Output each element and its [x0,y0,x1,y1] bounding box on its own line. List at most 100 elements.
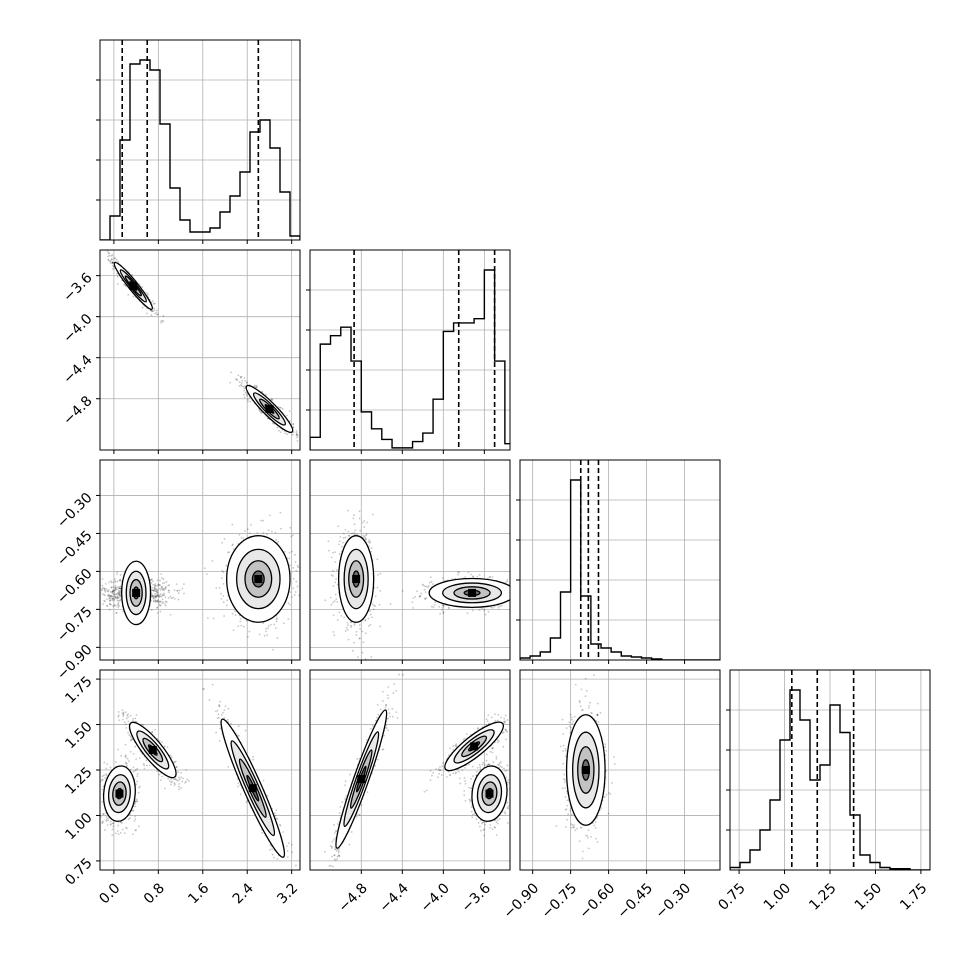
scatter-point [239,620,242,623]
scatter-point [368,625,370,627]
scatter-point [357,656,359,659]
scatter-point [156,595,159,597]
scatter-point [116,571,119,573]
scatter-point [370,547,373,550]
scatter-point [131,273,134,276]
scatter-point [106,250,109,253]
scatter-point [154,592,157,595]
scatter-point [134,829,137,832]
scatter-point [290,596,293,599]
scatter-point [110,580,112,583]
scatter-point [108,597,111,600]
scatter-point [111,258,113,260]
scatter-point [106,598,109,601]
scatter-point [106,594,109,597]
scatter-point [127,293,130,296]
scatter-point [284,432,286,435]
scatter-point [427,584,430,587]
scatter-point [153,585,156,588]
scatter-point [466,612,469,615]
scatter-point [283,550,286,553]
scatter-point [116,573,118,575]
scatter-point [272,648,274,651]
scatter-point [161,602,164,605]
scatter-point [151,310,153,312]
scatter-point [134,800,137,803]
scatter-point [114,257,117,260]
scatter-point [376,586,379,589]
scatter-point [515,595,517,597]
scatter-point [150,314,153,316]
scatter-point [369,613,372,616]
scatter-point [150,578,153,581]
scatter-point [158,596,161,598]
scatter-point [110,594,112,597]
scatter-point [423,585,426,587]
scatter-point [155,311,158,314]
scatter-point [112,597,114,600]
scatter-point [220,592,222,595]
scatter-point [240,384,242,386]
scatter-point [147,293,149,296]
scatter-point [103,593,105,596]
scatter-point [425,585,428,588]
panel-2-1 [309,459,519,664]
scatter-point [497,606,500,609]
scatter-point [318,528,320,530]
scatter-point [368,539,371,542]
scatter-point [457,571,459,573]
scatter-point [162,578,165,581]
scatter-point [296,564,299,567]
scatter-point [343,616,345,619]
scatter-point [95,591,97,593]
scatter-point [111,261,114,264]
scatter-point [164,600,167,603]
scatter-point [114,580,117,583]
scatter-point [111,262,114,264]
scatter-point [173,589,176,592]
scatter-point [287,602,290,604]
scatter-point [114,593,117,596]
scatter-point [212,617,215,620]
scatter-point [110,254,113,257]
scatter-point [350,532,353,535]
scatter-point [118,579,121,582]
scatter-point [118,587,121,590]
scatter-point [240,624,243,627]
scatter-point [420,592,423,595]
scatter-point [155,600,158,602]
scatter-point [167,597,170,599]
scatter-point [159,593,162,596]
scatter-point [222,601,225,603]
scatter-point [119,574,122,576]
scatter-point [365,533,368,536]
scatter-point [115,593,118,596]
scatter-point [154,595,157,598]
scatter-point [467,571,470,574]
panel-frame [519,459,721,661]
scatter-point [103,589,106,592]
scatter-point [517,601,519,603]
scatter-point [277,405,280,408]
scatter-point [514,579,516,581]
scatter-point [114,596,117,599]
scatter-point [238,533,241,536]
scatter-point [500,604,503,607]
scatter-point [109,596,112,599]
scatter-point [332,631,335,633]
scatter-point [364,537,367,540]
scatter-point [129,817,132,820]
scatter-point [377,573,379,576]
scatter-point [497,604,500,607]
scatter-point [335,598,338,600]
scatter-point [514,604,516,606]
panel-frame [309,459,511,661]
scatter-point [125,827,128,830]
scatter-point [101,588,103,591]
scatter-point [292,587,295,590]
scatter-point [101,822,104,825]
scatter-point [102,587,104,589]
scatter-point [441,606,444,609]
density-peak [132,588,141,597]
scatter-point [295,431,298,434]
